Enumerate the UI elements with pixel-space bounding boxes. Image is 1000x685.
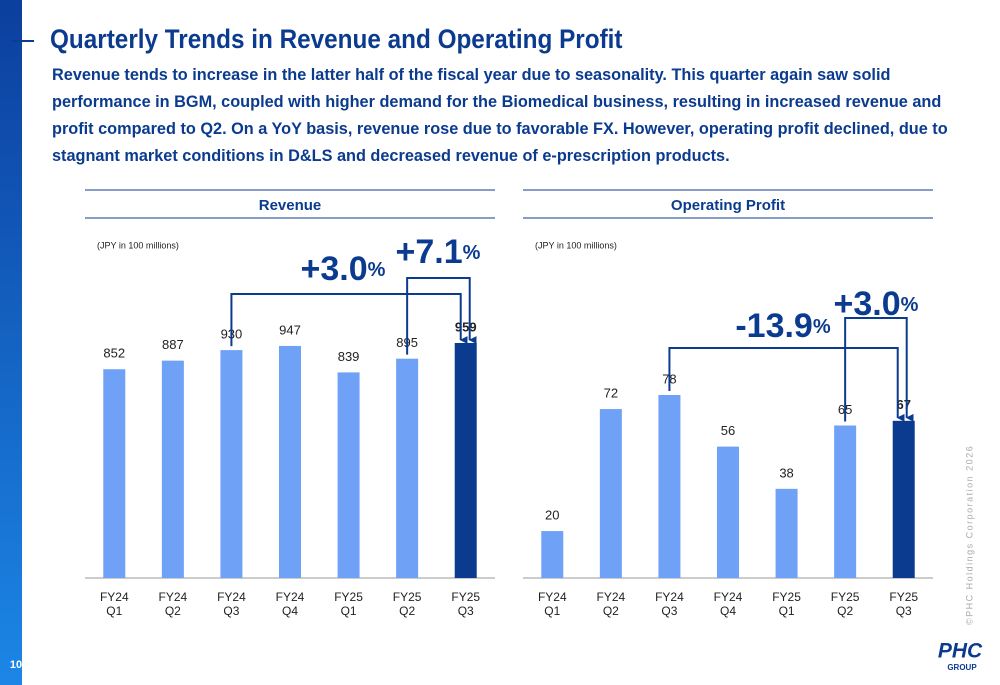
change-value: +3.0	[301, 250, 368, 288]
bar	[161, 360, 184, 578]
bar	[834, 425, 857, 578]
x-tick-label: FY24	[538, 590, 567, 604]
x-tick-label: Q4	[282, 604, 298, 618]
x-tick-label: FY25	[772, 590, 801, 604]
x-tick-label: Q3	[458, 604, 474, 618]
value-label: 887	[162, 337, 184, 352]
change-label: -13.9%	[735, 307, 831, 345]
bar	[279, 345, 301, 578]
value-label: 38	[779, 465, 793, 480]
copyright: ©PHC Holdings Corporation 2026	[964, 445, 974, 625]
x-tick-label: FY24	[276, 590, 305, 604]
change-label: +3.0%	[301, 250, 386, 288]
x-tick-label: Q2	[603, 604, 619, 618]
change-label: +3.0%	[834, 285, 919, 323]
x-tick-label: Q3	[896, 604, 912, 618]
x-tick-label: Q2	[399, 604, 415, 618]
change-arrow	[406, 277, 477, 355]
value-label: 839	[338, 349, 360, 364]
slide-title: Quarterly Trends in Revenue and Operatin…	[50, 24, 623, 54]
x-tick-label: FY24	[159, 590, 188, 604]
bar	[892, 420, 915, 578]
x-tick-label: Q1	[106, 604, 122, 618]
x-tick-label: Q2	[165, 604, 181, 618]
change-unit: %	[368, 259, 386, 281]
value-label: 20	[545, 508, 559, 523]
x-tick-label: Q1	[341, 604, 357, 618]
change-value: +7.1	[396, 233, 463, 271]
change-label: +7.1%	[396, 233, 481, 271]
bar	[658, 395, 681, 578]
value-label: 959	[455, 319, 477, 334]
x-tick-label: FY24	[100, 590, 129, 604]
value-label: 852	[103, 346, 125, 361]
x-tick-label: FY24	[714, 590, 743, 604]
x-tick-label: Q1	[544, 604, 560, 618]
bar	[396, 358, 419, 578]
unit-note: (JPY in 100 millions)	[97, 240, 179, 250]
side-strip	[0, 0, 22, 685]
slide-subtitle: Revenue tends to increase in the latter …	[52, 66, 948, 165]
change-unit: %	[463, 242, 481, 264]
change-unit: %	[901, 294, 919, 316]
x-tick-label: FY25	[889, 590, 918, 604]
bar	[103, 369, 126, 578]
page-number: 10	[10, 659, 22, 671]
panel-title: Revenue	[259, 197, 322, 214]
bar	[454, 343, 477, 578]
change-unit: %	[813, 316, 831, 338]
x-tick-label: FY24	[217, 590, 246, 604]
change-arrow	[844, 317, 914, 422]
value-label: 56	[721, 423, 735, 438]
panel-title: Operating Profit	[671, 197, 785, 214]
logo-subtitle: GROUP	[947, 663, 977, 672]
value-label: 947	[279, 322, 301, 337]
title-dash	[12, 40, 34, 42]
bar	[599, 409, 622, 578]
x-tick-label: FY25	[451, 590, 480, 604]
x-tick-label: Q2	[837, 604, 853, 618]
change-arrow	[230, 293, 468, 347]
x-tick-label: FY24	[655, 590, 684, 604]
bar	[717, 446, 739, 578]
x-tick-label: FY25	[393, 590, 422, 604]
x-tick-label: Q1	[779, 604, 795, 618]
bar	[775, 488, 798, 578]
bar	[541, 531, 564, 578]
x-tick-label: Q3	[223, 604, 239, 618]
change-value: +3.0	[834, 285, 901, 323]
x-tick-label: FY24	[597, 590, 626, 604]
x-tick-label: FY25	[334, 590, 363, 604]
value-label: 72	[604, 386, 618, 401]
unit-note: (JPY in 100 millions)	[535, 240, 617, 250]
bar	[220, 350, 243, 578]
logo: PHC	[938, 640, 983, 663]
x-tick-label: Q3	[661, 604, 677, 618]
bar	[337, 372, 360, 578]
x-tick-label: Q4	[720, 604, 736, 618]
x-tick-label: FY25	[831, 590, 860, 604]
change-value: -13.9	[735, 307, 813, 345]
change-arrow	[668, 347, 905, 422]
